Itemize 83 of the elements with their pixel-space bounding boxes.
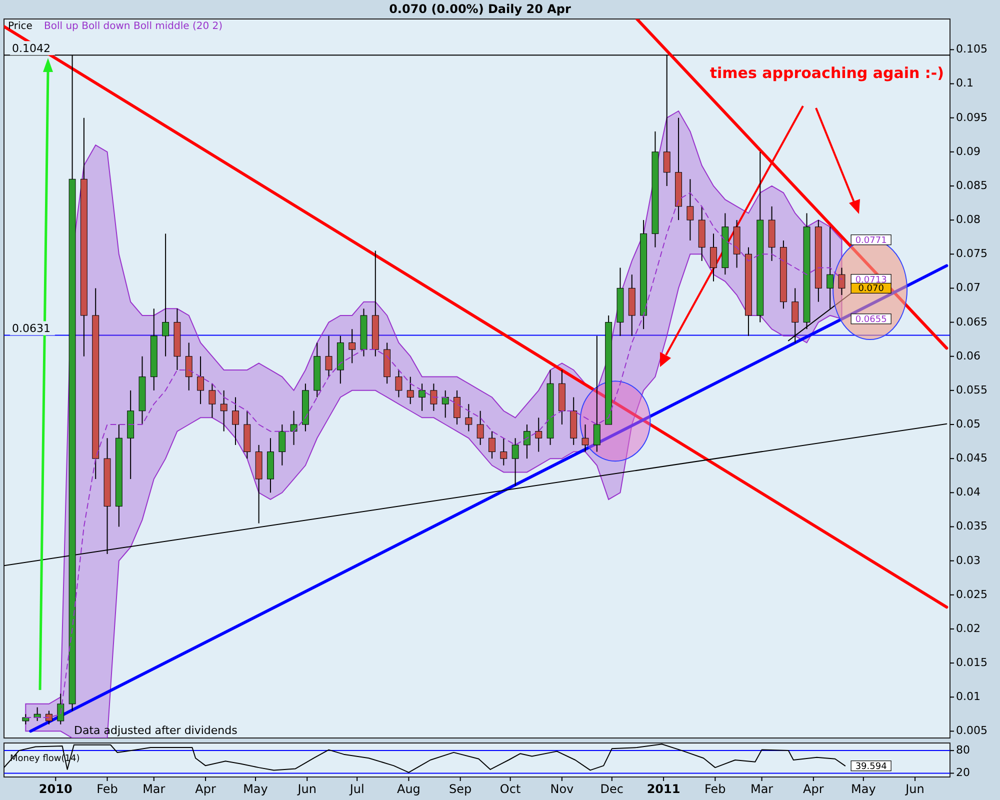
y-tick-label: 0.085 — [956, 178, 988, 192]
ref-line-label: 0.1042 — [12, 42, 50, 56]
y-tick-label: 0.105 — [956, 42, 988, 56]
candlestick — [582, 424, 589, 452]
candlestick — [454, 390, 460, 425]
candlestick — [348, 328, 356, 364]
y-tick-label: 0.045 — [956, 452, 988, 465]
x-tick-label: Oct — [500, 782, 521, 796]
candlestick — [710, 233, 717, 282]
candlestick — [838, 267, 846, 296]
annotation: 0.0771 — [855, 236, 887, 246]
candlestick — [512, 438, 519, 486]
candlestick — [442, 390, 449, 418]
x-tick-label: May — [850, 782, 876, 796]
y-tick-label: 0.05 — [956, 418, 980, 431]
candlestick — [406, 376, 414, 405]
x-tick-label: 2010 — [38, 782, 72, 796]
y-tick-label: 0.095 — [956, 110, 988, 124]
candlestick — [430, 383, 438, 412]
candlestick — [524, 424, 530, 460]
candlestick — [500, 438, 508, 466]
chart-title: 0.070 (0.00%) Daily 20 Apr — [389, 2, 572, 16]
annotation: 39.594 — [855, 762, 888, 772]
annotation: times approaching again :-) — [710, 64, 944, 82]
x-tick-label: Aug — [396, 782, 420, 796]
x-tick-label: Sep — [449, 782, 472, 796]
annotation: 0.0713 — [855, 275, 887, 286]
y-tick-label: 0.07 — [956, 281, 980, 294]
y-tick-label: 0.075 — [956, 247, 988, 260]
y-tick-label: 0.065 — [956, 315, 988, 328]
candlestick — [208, 383, 216, 418]
candlestick — [232, 396, 239, 446]
y-tick-label: 0.09 — [956, 144, 980, 158]
y-tick-label: 0.025 — [956, 588, 988, 601]
candlestick — [290, 410, 298, 446]
x-tick-label: Feb — [704, 782, 726, 796]
candlestick — [465, 404, 472, 432]
y-tick-label: 0.08 — [956, 213, 980, 226]
x-tick-label: Jun — [296, 782, 316, 796]
line-series — [4, 744, 846, 773]
candlestick — [162, 233, 170, 357]
y-tick-label: 0.03 — [956, 554, 980, 567]
candlestick — [418, 383, 426, 412]
y-tick-label: 0.06 — [956, 349, 980, 362]
x-tick-label: Apr — [195, 782, 216, 796]
candlestick — [197, 356, 204, 405]
x-tick-label: Dec — [600, 782, 624, 796]
y-tick-label: 0.005 — [956, 724, 988, 738]
x-tick-label: Nov — [550, 782, 574, 796]
x-tick-label: Feb — [96, 782, 118, 796]
candlestick — [278, 424, 286, 466]
annotation: 0.0655 — [855, 314, 887, 325]
y-tick-label: 0.04 — [956, 486, 980, 499]
y-axis-title: Price — [8, 21, 32, 32]
y-tick-label: 80 — [956, 744, 970, 757]
y-tick-label: 0.055 — [956, 383, 988, 396]
candlestick — [46, 710, 52, 725]
candlestick — [22, 714, 30, 725]
x-tick-label: 2011 — [646, 782, 680, 796]
candlestick — [535, 417, 542, 452]
x-tick-label: Jun — [904, 782, 924, 796]
candlestick — [220, 390, 228, 432]
candlestick — [395, 369, 402, 398]
x-tick-label: Mar — [750, 782, 774, 796]
candlestick — [476, 410, 484, 446]
x-tick-label: Apr — [803, 782, 824, 796]
y-tick-label: 0.1 — [956, 76, 974, 90]
text: Boll up Boll down Boll middle (20 2) — [44, 21, 223, 32]
candlestick — [488, 430, 496, 460]
x-tick-label: Mar — [142, 782, 166, 796]
x-tick-label: Jul — [348, 782, 364, 796]
y-tick-label: 0.035 — [956, 520, 988, 533]
y-tick-label: 0.01 — [956, 690, 980, 704]
candlestick — [185, 342, 192, 391]
x-tick-label: May — [243, 782, 268, 796]
candlestick — [593, 335, 600, 452]
annotation: 0.070 — [858, 284, 884, 294]
y-tick-label: 20 — [956, 766, 970, 780]
y-tick-label: 0.015 — [956, 656, 988, 670]
y-tick-label: 0.02 — [956, 622, 980, 635]
candlestick — [325, 335, 332, 378]
ref-line-label: 0.0631 — [12, 322, 50, 336]
candlestick — [686, 178, 694, 241]
